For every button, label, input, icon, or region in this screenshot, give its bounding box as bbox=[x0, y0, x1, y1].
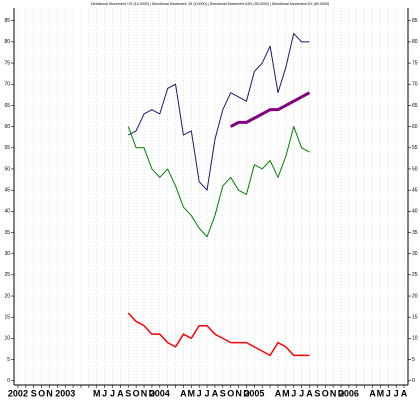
y-tick-label: 15 bbox=[412, 315, 418, 321]
y-tick-label: 45 bbox=[4, 187, 10, 193]
x-tick-label: O bbox=[322, 388, 329, 398]
y-tick-label: 10 bbox=[412, 336, 418, 342]
y-tick-label: 35 bbox=[4, 230, 10, 236]
y-tick-label: 25 bbox=[4, 272, 10, 278]
x-tick-label: J bbox=[299, 388, 304, 398]
y-tick-label: 50 bbox=[4, 166, 10, 172]
y-tick-label: 10 bbox=[4, 336, 10, 342]
x-tick-label: N bbox=[235, 388, 242, 398]
y-tick-label: 65 bbox=[4, 103, 10, 109]
y-tick-label: 5 bbox=[7, 357, 10, 363]
y-tick-label: 75 bbox=[4, 60, 10, 66]
x-tick-label: J bbox=[386, 388, 391, 398]
x-tick-label: A bbox=[180, 388, 187, 398]
x-tick-label: 2002 bbox=[8, 388, 28, 398]
y-tick-label: 40 bbox=[4, 209, 10, 215]
x-tick-label: S bbox=[125, 388, 131, 398]
x-tick-label: 2003 bbox=[55, 388, 75, 398]
y-tick-label: 55 bbox=[412, 145, 418, 151]
x-tick-label: O bbox=[227, 388, 234, 398]
series-line bbox=[229, 91, 311, 128]
y-tick-label: 25 bbox=[412, 272, 418, 278]
x-tick-label: S bbox=[220, 388, 226, 398]
x-tick-label: O bbox=[38, 388, 45, 398]
x-tick-label: A bbox=[401, 388, 408, 398]
x-tick-label: A bbox=[275, 388, 282, 398]
y-tick-label: 20 bbox=[412, 293, 418, 299]
x-tick-label: J bbox=[205, 388, 210, 398]
y-tick-label: 70 bbox=[4, 82, 10, 88]
x-tick-label: M bbox=[188, 388, 196, 398]
chart-title: Directional Movement +DI (14.0000) | Dir… bbox=[91, 2, 329, 6]
y-tick-label: 75 bbox=[412, 60, 418, 66]
x-tick-label: A bbox=[212, 388, 219, 398]
series-line bbox=[127, 126, 310, 238]
x-tick-label: J bbox=[110, 388, 115, 398]
x-tick-label: J bbox=[197, 388, 202, 398]
y-tick-label: 60 bbox=[412, 124, 418, 130]
x-tick-label: N bbox=[330, 388, 337, 398]
y-tick-label: 20 bbox=[4, 293, 10, 299]
x-tick-label: J bbox=[394, 388, 399, 398]
x-tick-label: A bbox=[117, 388, 124, 398]
x-tick-label: J bbox=[291, 388, 296, 398]
x-tick-label: A bbox=[369, 388, 376, 398]
series-line bbox=[128, 32, 310, 191]
y-tick-label: 50 bbox=[412, 166, 418, 172]
x-tick-label: M bbox=[93, 388, 101, 398]
y-tick-label: 65 bbox=[412, 103, 418, 109]
y-tick-label: 85 bbox=[4, 18, 10, 24]
x-tick-label: D bbox=[149, 388, 156, 398]
y-tick-label: 30 bbox=[4, 251, 10, 257]
y-tick-label: 80 bbox=[412, 39, 418, 45]
series-line bbox=[127, 312, 310, 357]
x-tick-label: A bbox=[306, 388, 313, 398]
x-tick-label: N bbox=[141, 388, 148, 398]
x-tick-label: S bbox=[31, 388, 37, 398]
x-tick-label: J bbox=[102, 388, 107, 398]
x-tick-label: 2006 bbox=[339, 388, 359, 398]
y-tick-label: 35 bbox=[412, 230, 418, 236]
x-tick-label: S bbox=[314, 388, 320, 398]
y-tick-label: 5 bbox=[412, 357, 415, 363]
x-tick-label: N bbox=[46, 388, 53, 398]
y-tick-label: 0 bbox=[7, 378, 10, 384]
x-tick-label: 2004 bbox=[150, 388, 170, 398]
x-tick-label: D bbox=[338, 388, 345, 398]
x-tick-label: D bbox=[243, 388, 250, 398]
y-tick-label: 70 bbox=[412, 82, 418, 88]
y-tick-label: 15 bbox=[4, 315, 10, 321]
y-tick-label: 30 bbox=[412, 251, 418, 257]
y-tick-label: 45 bbox=[412, 187, 418, 193]
x-tick-label: M bbox=[377, 388, 385, 398]
y-tick-label: 55 bbox=[4, 145, 10, 151]
y-tick-label: 0 bbox=[412, 378, 415, 384]
y-tick-label: 60 bbox=[4, 124, 10, 130]
x-tick-label: O bbox=[133, 388, 140, 398]
y-tick-label: 80 bbox=[4, 39, 10, 45]
x-tick-label: M bbox=[282, 388, 290, 398]
x-tick-label: 2005 bbox=[244, 388, 264, 398]
y-tick-label: 40 bbox=[412, 209, 418, 215]
y-tick-label: 85 bbox=[412, 18, 418, 24]
